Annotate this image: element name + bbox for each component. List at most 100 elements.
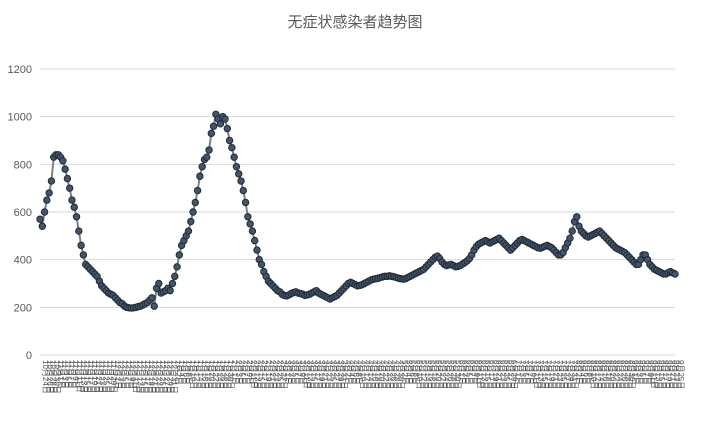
x-tick-label: 7月13日 [536,360,545,389]
data-point [203,153,211,161]
x-tick-label: 6月23日 [498,360,507,389]
x-tick-label: 10月28日 [49,360,58,394]
x-tick-label: 9月11日 [650,360,659,389]
y-tick-label: 200 [14,302,32,314]
x-tick-label: 5月8日 [411,360,420,385]
x-tick-label: 9月7日 [642,360,651,385]
data-point [230,153,238,161]
data-point [65,184,74,192]
x-tick-label: 4月30日 [396,360,405,389]
x-tick-label: 1月16日 [200,360,209,389]
x-tick-label: 1月18日 [204,360,213,389]
x-tick-label: 2月17日 [260,360,269,389]
data-point [45,189,53,197]
data-point [244,213,252,221]
x-tick-label: 3月17日 [313,360,322,389]
x-tick-label: 4月4日 [347,360,356,385]
data-point [246,220,254,228]
data-point [239,186,247,195]
x-tick-label: 6月21日 [495,360,504,389]
x-tick-label: 8月16日 [600,360,609,389]
x-tick-label: 3月3日 [287,360,296,385]
y-tick-label: 1200 [8,64,32,76]
data-point [40,208,49,216]
x-tick-label: 2月19日 [264,360,273,389]
x-tick-label: 4月28日 [393,360,402,389]
x-tick-label: 1月12日 [192,360,201,389]
x-tick-label: 8月30日 [627,360,636,389]
data-point [568,227,576,235]
data-point [257,260,266,269]
data-point [63,174,72,183]
x-tick-label: 12月31日 [170,360,179,394]
x-tick-label: 11月27日 [105,360,114,393]
x-tick-label: 9月9日 [646,360,655,385]
x-tick-label: 1月22日 [211,360,220,389]
data-point [173,263,181,271]
x-tick-label: 5月30日 [453,360,462,389]
x-tick-label: 2月13日 [253,360,262,389]
x-tick-label: 2月21日 [268,360,277,389]
x-tick-label: 7月3日 [517,360,526,385]
x-tick-label: 5月24日 [442,360,451,389]
x-tick-label: 9月5日 [638,360,647,385]
x-tick-label: 7月11日 [532,360,541,389]
x-tick-label: 6月3日 [461,360,470,385]
x-tick-label: 6月17日 [487,360,496,389]
data-point [75,227,83,235]
x-tick-label: 11月19日 [90,360,99,393]
x-tick-label: 3月23日 [324,360,333,389]
x-tick-label: 1月30日 [226,360,235,389]
data-point [232,163,241,171]
x-tick-label: 1月28日 [222,360,231,389]
x-tick-label: 4月24日 [385,360,394,389]
x-tick-label: 9月17日 [661,360,670,389]
x-tick-label: 1月10日 [188,360,197,389]
x-tick-label: 3月25日 [328,360,337,389]
data-point [189,208,197,216]
x-tick-label: 6月11日 [476,360,485,389]
x-tick-label: 11月5日 [64,360,73,389]
x-tick-label: 5月28日 [449,360,458,389]
x-tick-label: 2月5日 [238,360,247,385]
x-tick-label: 3月7日 [294,360,303,385]
x-tick-label: 8月6日 [582,360,591,385]
x-tick-label: 2月27日 [279,360,288,389]
x-tick-label: 11月7日 [67,360,76,389]
x-tick-label: 9月1日 [631,360,640,385]
x-tick-label: 3月9日 [298,360,307,385]
data-point [43,196,51,204]
x-tick-label: 9月19日 [665,360,674,389]
data-point [148,294,156,302]
data-point [216,120,225,128]
x-tick-label: 3月29日 [336,360,345,389]
x-tick-label: 4月10日 [359,360,368,389]
x-tick-label: 8月22日 [612,360,621,389]
x-tick-label: 12月1日 [113,360,122,389]
x-tick-label: 11月15日 [83,360,92,393]
x-tick-label: 7月7日 [525,360,534,385]
x-tick-label: 11月1日 [56,360,65,389]
data-point [198,163,206,171]
x-tick-label: 6月1日 [457,360,466,385]
series-layer [36,110,679,312]
data-point [225,136,234,145]
x-tick-label: 6月13日 [479,360,488,389]
data-point [205,146,213,154]
data-point [209,122,218,130]
data-point [207,129,216,138]
x-tick-label: 6月5日 [464,360,473,385]
x-tick-label: 2月11日 [249,360,258,389]
x-tick-label: 2月1日 [230,360,239,385]
x-tick-label: 5月4日 [404,360,413,385]
y-tick-label: 400 [14,255,32,267]
x-tick-label: 7月9日 [529,360,538,385]
x-tick-label: 8月24日 [616,360,625,389]
data-point [166,286,174,295]
x-tick-label: 4月12日 [362,360,371,389]
x-tick-label: 3月15日 [309,360,318,389]
x-tick-label: 7月17日 [544,360,553,389]
x-tick-label: 12月17日 [143,360,152,394]
